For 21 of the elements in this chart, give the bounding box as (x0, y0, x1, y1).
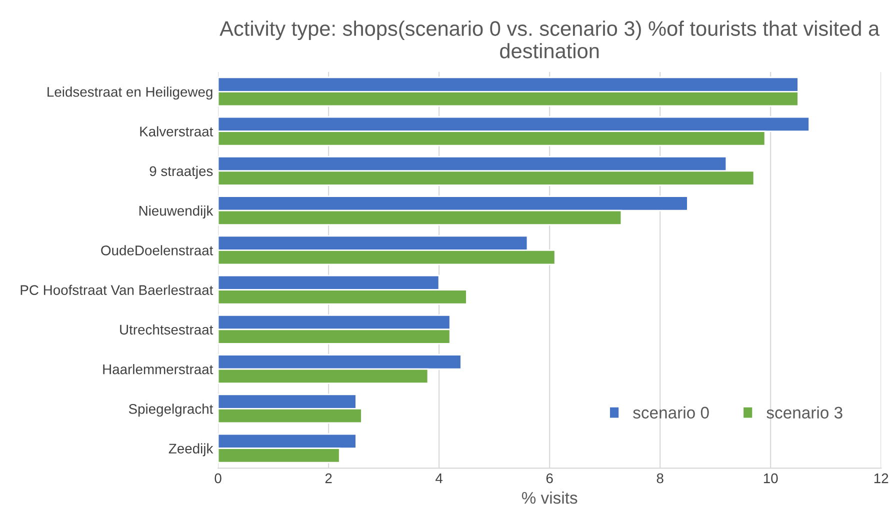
y-tick-label: Nieuwendijk (139, 206, 214, 218)
y-tick-label: Kalverstraat (140, 126, 214, 136)
y-tick-label: Haarlemmerstraat (103, 364, 214, 374)
x-tick-label: 2 (325, 473, 332, 484)
y-tick-label: Leidsestraat en Heiligeweg (48, 86, 212, 100)
y-tick-label: Zeedijk (168, 443, 214, 456)
chart-title: Activity type: shops(scenario 0 vs. scenario 3) %of tourists that visited a destination (220, 20, 880, 58)
x-tick-label: 8 (656, 473, 664, 484)
legend-label: scenario 3 (766, 406, 842, 419)
y-tick-label: Spiegelgracht (128, 404, 214, 417)
legend-label: scenario 0 (633, 406, 709, 419)
x-axis-title: % visits (522, 492, 578, 504)
y-tick-label: PC Hoofstraat Van Baerlestraat (20, 284, 214, 295)
x-tick-label: 10 (764, 473, 778, 484)
x-tick-label: 0 (214, 473, 222, 484)
y-tick-label: Utrechtsestraat (120, 324, 214, 335)
x-tick-label: 6 (546, 473, 553, 484)
x-tick-label: 4 (436, 474, 443, 484)
x-tick-label: 12 (874, 473, 888, 484)
y-tick-label: 9 straatjes (150, 166, 213, 179)
y-tick-label: OudeDoelenstraat (101, 245, 214, 256)
